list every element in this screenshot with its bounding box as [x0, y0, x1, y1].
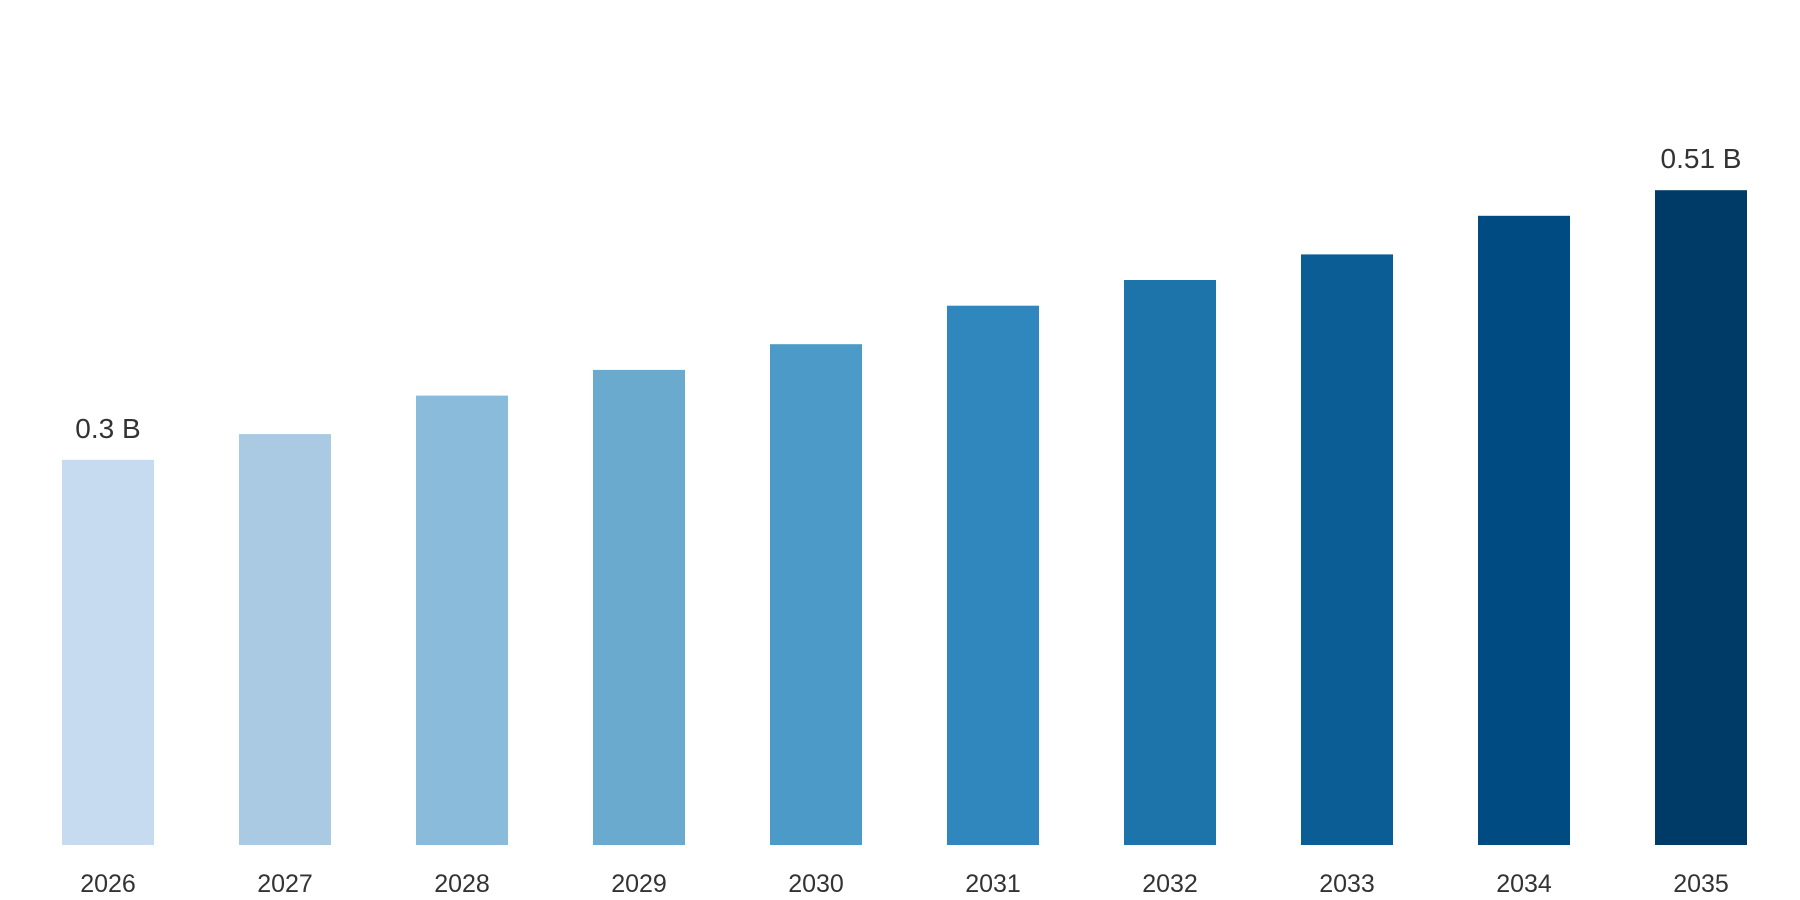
x-tick-label-2029: 2029	[611, 870, 667, 898]
data-labels-group: 0.3 B 0.51 B	[75, 143, 1741, 444]
data-label-2026: 0.3 B	[75, 413, 140, 444]
bar-2031	[947, 305, 1039, 845]
bar-2027	[239, 434, 331, 845]
x-tick-label-2034: 2034	[1496, 870, 1552, 898]
bar-2034	[1478, 215, 1570, 846]
bar-2032	[1124, 280, 1216, 845]
x-tick-label-2030: 2030	[788, 870, 844, 898]
x-tick-label-2031: 2031	[965, 870, 1021, 898]
bar-2026	[62, 459, 154, 845]
x-tick-label-2026: 2026	[80, 870, 136, 898]
x-tick-label-2032: 2032	[1142, 870, 1198, 898]
bar-2035	[1655, 190, 1747, 845]
data-label-2035: 0.51 B	[1661, 143, 1742, 174]
bar-2028	[416, 395, 508, 845]
x-axis-tick-labels: 2026 2027 2028 2029 2030 2031 2032 2033 2034 2035	[80, 870, 1729, 898]
bars-group	[62, 190, 1747, 846]
x-tick-label-2028: 2028	[434, 870, 490, 898]
x-tick-label-2035: 2035	[1673, 870, 1729, 898]
bar-2030	[770, 344, 862, 845]
x-tick-label-2033: 2033	[1319, 870, 1375, 898]
x-tick-label-2027: 2027	[257, 870, 313, 898]
bar-2029	[593, 369, 685, 845]
bar-2033	[1301, 254, 1393, 845]
